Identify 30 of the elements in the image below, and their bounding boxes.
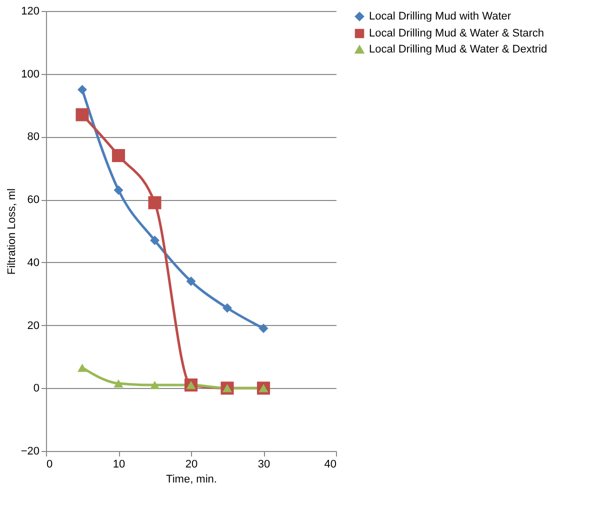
- point: [78, 84, 87, 94]
- point: [78, 364, 87, 372]
- x-tick-label: 20: [185, 458, 198, 470]
- x-axis-title: Time, min.: [166, 474, 217, 486]
- legend-label: Local Drilling Mud & Water & Dextrid: [369, 44, 548, 56]
- x-tick-label: 10: [112, 458, 126, 470]
- legend-label: Local Drilling Mud & Water & Starch: [369, 28, 544, 40]
- y-tick-label: 100: [21, 68, 40, 80]
- y-tick-label: 40: [27, 256, 40, 269]
- point: [186, 276, 196, 286]
- point: [150, 380, 160, 390]
- point: [148, 196, 162, 210]
- point: [222, 303, 232, 313]
- y-tick-label: 80: [27, 131, 40, 144]
- y-tick-label: 120: [21, 6, 40, 18]
- x-tick-label: 30: [258, 458, 270, 470]
- y-tick-label: 60: [27, 194, 40, 206]
- point: [76, 108, 89, 122]
- legend-label: Local Drilling Mud with Water: [369, 10, 512, 22]
- y-tick-label: −20: [20, 446, 40, 458]
- y-axis-title: Filtration Loss, ml: [6, 188, 18, 275]
- y-tick-label: 0: [33, 382, 40, 395]
- y-tick-label: 20: [27, 320, 40, 332]
- point: [114, 379, 124, 388]
- point: [112, 149, 126, 162]
- point: [258, 324, 268, 334]
- point: [150, 236, 160, 246]
- x-tick-label: 40: [324, 458, 336, 470]
- x-tick-label: 0: [46, 458, 53, 470]
- point: [114, 185, 124, 195]
